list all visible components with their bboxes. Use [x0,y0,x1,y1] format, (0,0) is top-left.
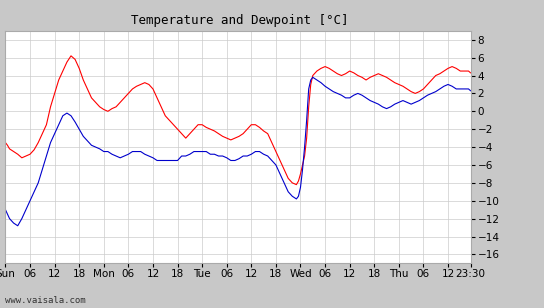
Text: Temperature and Dewpoint [°C]: Temperature and Dewpoint [°C] [131,14,348,27]
Text: www.vaisala.com: www.vaisala.com [5,296,86,305]
